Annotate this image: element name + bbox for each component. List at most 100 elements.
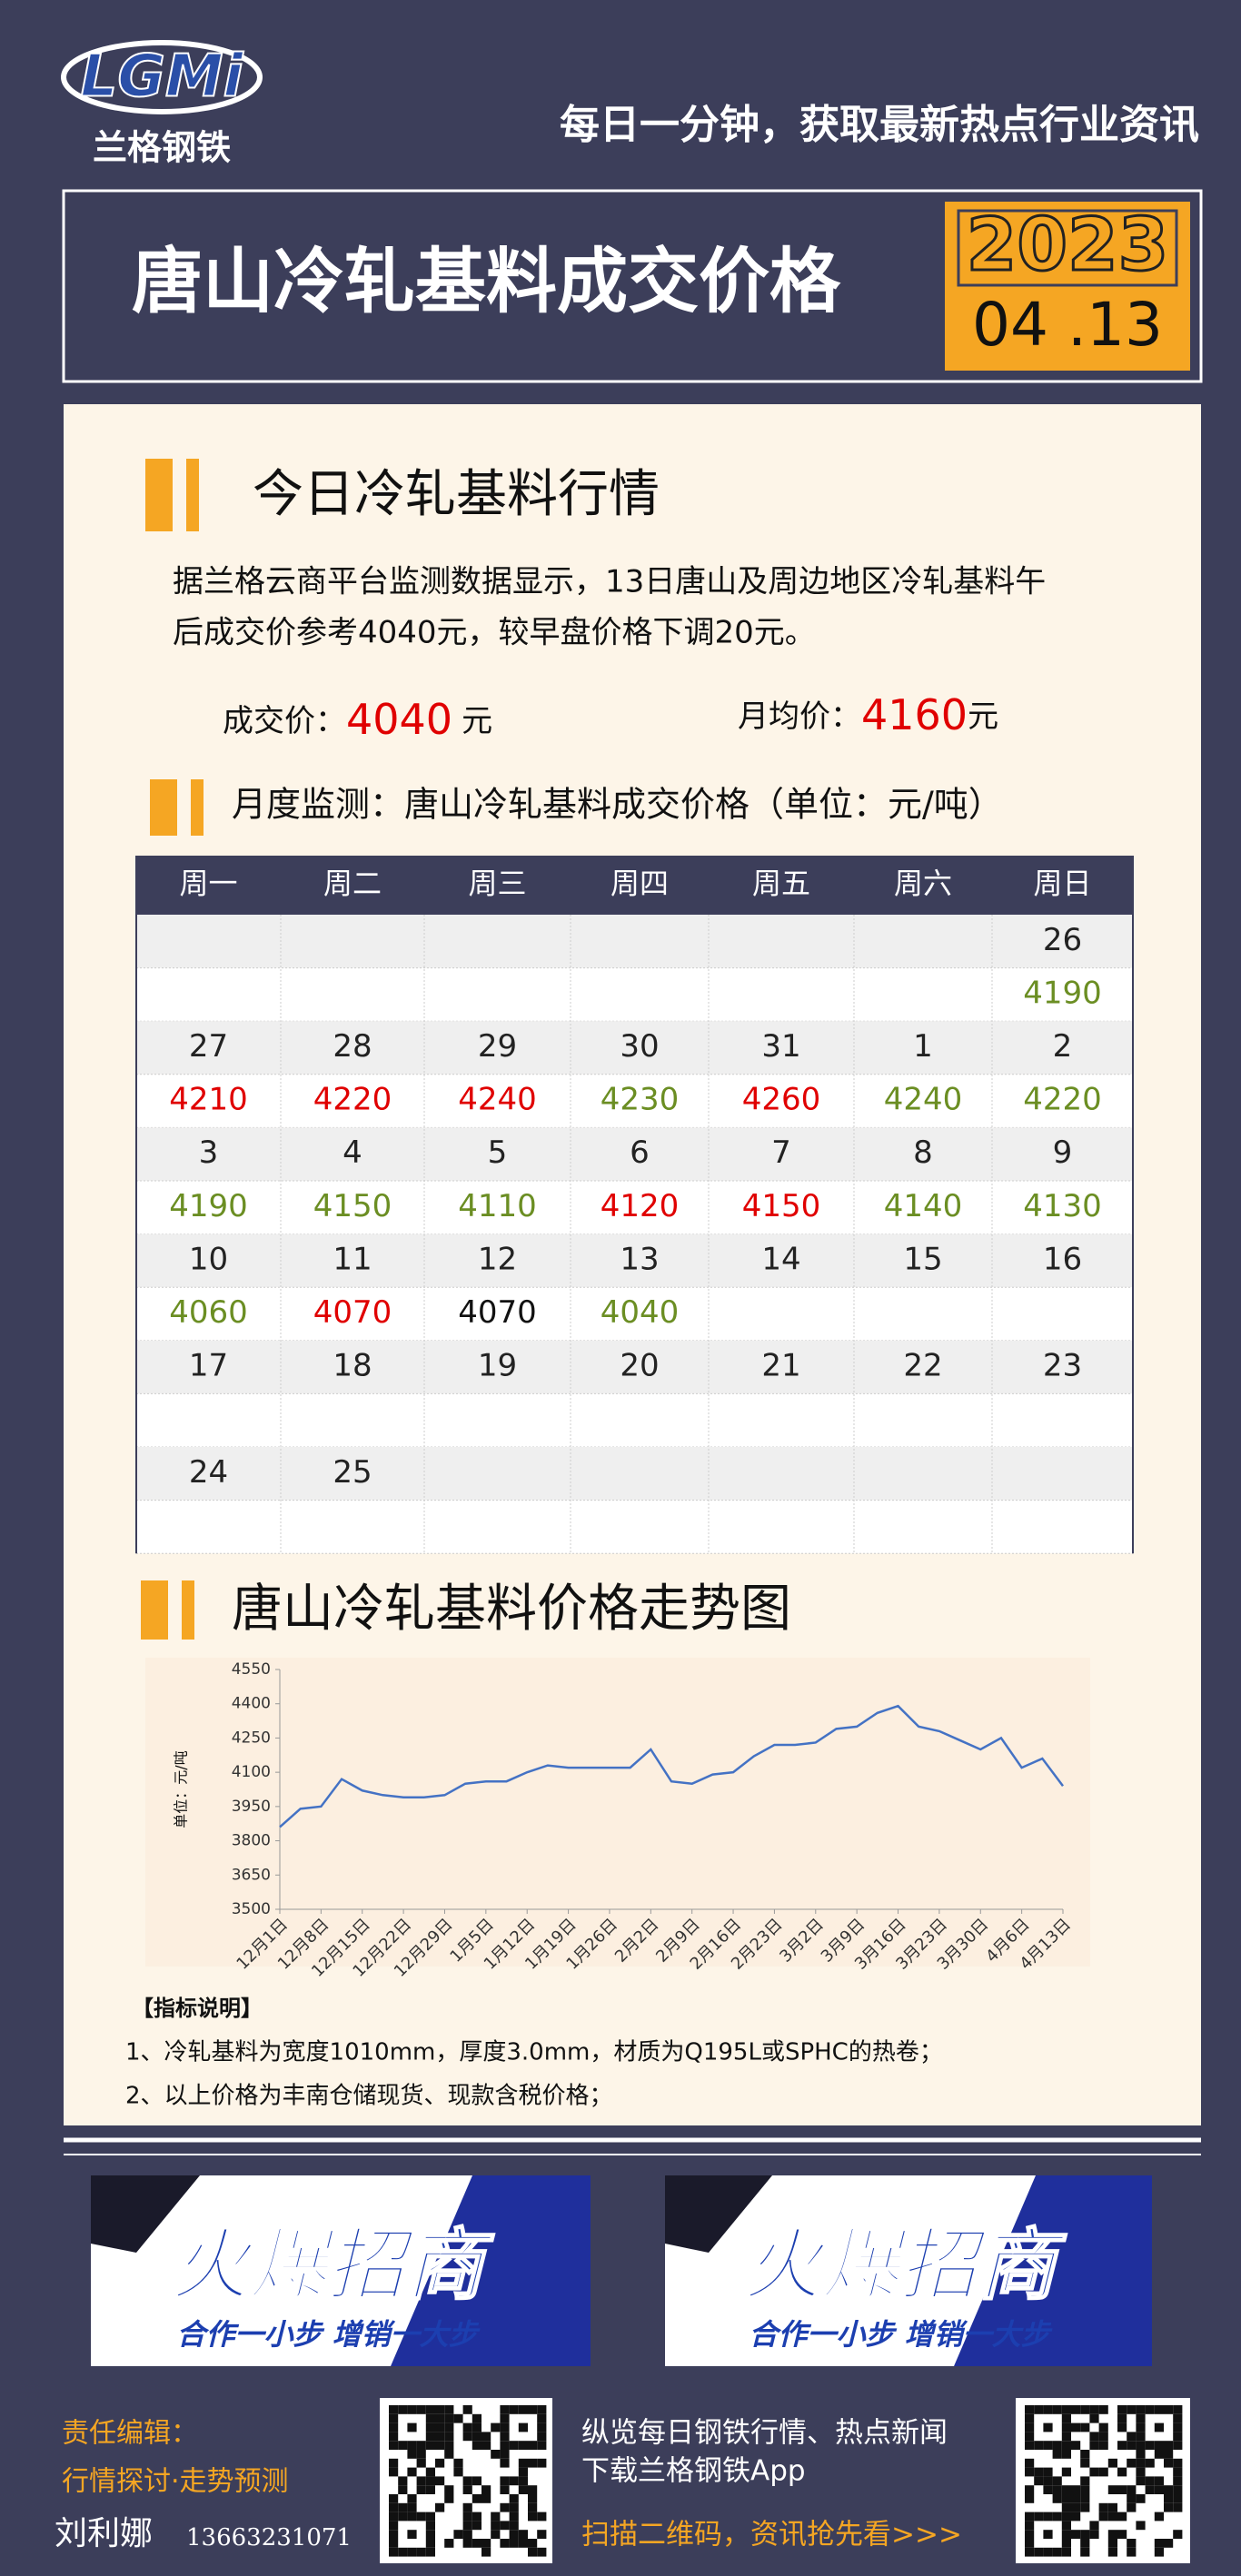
qr-module — [398, 2547, 408, 2557]
date: 15 — [903, 1241, 942, 1277]
date: 21 — [761, 1348, 800, 1384]
qr-module — [1173, 2422, 1183, 2432]
ad-title: 火爆招商 — [743, 2220, 1067, 2311]
qr-module — [1136, 2413, 1146, 2423]
qr-module — [1127, 2485, 1137, 2494]
unit: 元 — [462, 703, 492, 739]
qr-module — [416, 2405, 426, 2414]
qr-module — [1164, 2450, 1174, 2459]
date: 5 — [488, 1134, 508, 1171]
qr-module — [1173, 2413, 1183, 2423]
qr-module — [1025, 2547, 1035, 2557]
qr-module — [407, 2512, 417, 2522]
avg: 4160 — [861, 690, 968, 739]
qr-module — [1071, 2405, 1081, 2414]
qr-module — [1080, 2476, 1090, 2486]
date-row — [136, 1021, 1133, 1075]
qr-module — [425, 2539, 435, 2548]
qr-module — [435, 2441, 445, 2450]
price: 4130 — [1023, 1188, 1102, 1224]
price: 4190 — [1023, 975, 1102, 1011]
qr-module — [1034, 2405, 1044, 2414]
qr-module — [1043, 2441, 1053, 2450]
qr-module — [1025, 2530, 1035, 2539]
ad[interactable]: 火爆招商 合作一小步 增销一大步 — [91, 2175, 591, 2366]
qr-module — [1173, 2530, 1183, 2539]
qr-module — [518, 2539, 528, 2548]
qr-module — [1154, 2547, 1164, 2557]
chart-title: 唐山冷轧基料价格走势图 — [232, 1580, 791, 1639]
qr-module — [1098, 2502, 1108, 2512]
qr-module — [425, 2422, 435, 2432]
qr-module — [425, 2476, 435, 2486]
note: 2、以上价格为丰南仓储现货、现款含税价格； — [125, 2083, 613, 2110]
qr-module — [1154, 2441, 1164, 2450]
price: 4220 — [313, 1082, 392, 1118]
qr-module — [1117, 2512, 1127, 2522]
y-tick-label: 3950 — [232, 1798, 271, 1816]
qr-module — [1164, 2539, 1174, 2548]
qr-module — [1107, 2502, 1117, 2512]
qr-module — [1154, 2512, 1164, 2522]
price: 4110 — [458, 1188, 537, 1224]
qr-module — [1117, 2413, 1127, 2423]
qr-module — [1117, 2530, 1127, 2539]
price: 4040 — [601, 1294, 680, 1331]
qr-module — [528, 2485, 538, 2494]
qr-module — [1173, 2432, 1183, 2442]
qr-code[interactable] — [380, 2398, 552, 2563]
qr-module — [1136, 2405, 1146, 2414]
qr-module — [1061, 2539, 1071, 2548]
date: 19 — [478, 1348, 517, 1384]
qr-module — [1173, 2476, 1183, 2486]
date: 1 — [913, 1028, 933, 1065]
price: 4150 — [742, 1188, 821, 1224]
qr-module — [1080, 2547, 1090, 2557]
date-row — [136, 1447, 1133, 1501]
qr-module — [1098, 2441, 1108, 2450]
accent — [182, 1580, 194, 1640]
ad-ink — [665, 2175, 772, 2253]
qr-module — [1061, 2422, 1071, 2432]
qr-module — [537, 2422, 547, 2432]
qr-module — [416, 2450, 426, 2459]
qr-module — [1025, 2422, 1035, 2432]
date-row — [136, 1127, 1133, 1181]
qr-module — [1080, 2539, 1090, 2548]
qr-module — [435, 2476, 445, 2486]
qr-module — [1071, 2502, 1081, 2512]
qr-code[interactable] — [1016, 2398, 1190, 2563]
date: 27 — [189, 1028, 228, 1065]
ad[interactable]: 火爆招商 合作一小步 增销一大步 — [665, 2175, 1152, 2366]
price: 4060 — [169, 1294, 248, 1331]
qr-module — [500, 2485, 510, 2494]
qr-module — [398, 2441, 408, 2450]
date-row — [136, 1340, 1133, 1394]
date: 28 — [333, 1028, 372, 1065]
weekday: 周日 — [1033, 867, 1091, 901]
date: 18 — [333, 1348, 372, 1384]
qr-module — [389, 2458, 399, 2468]
qr-module — [500, 2413, 510, 2423]
ad-shape — [391, 2175, 591, 2366]
price-row — [136, 1393, 1133, 1447]
qr-module — [518, 2405, 528, 2414]
qr-module — [491, 2512, 501, 2522]
qr-module — [416, 2458, 426, 2468]
qr-module — [500, 2539, 510, 2548]
qr-module — [1136, 2467, 1146, 2477]
date: 31 — [761, 1028, 800, 1065]
qr-module — [1034, 2441, 1044, 2450]
qr-module — [509, 2512, 519, 2522]
accent — [141, 1580, 168, 1640]
qr-module — [389, 2405, 399, 2414]
qr-module — [1136, 2432, 1146, 2442]
qr-module — [1071, 2530, 1081, 2539]
date: 23 — [1043, 1348, 1082, 1384]
qr-module — [1089, 2530, 1099, 2539]
qr-module — [1080, 2485, 1090, 2494]
qr-module — [1117, 2422, 1127, 2432]
qr-module — [453, 2458, 463, 2468]
weekday: 周一 — [179, 867, 237, 901]
qr-module — [1173, 2458, 1183, 2468]
